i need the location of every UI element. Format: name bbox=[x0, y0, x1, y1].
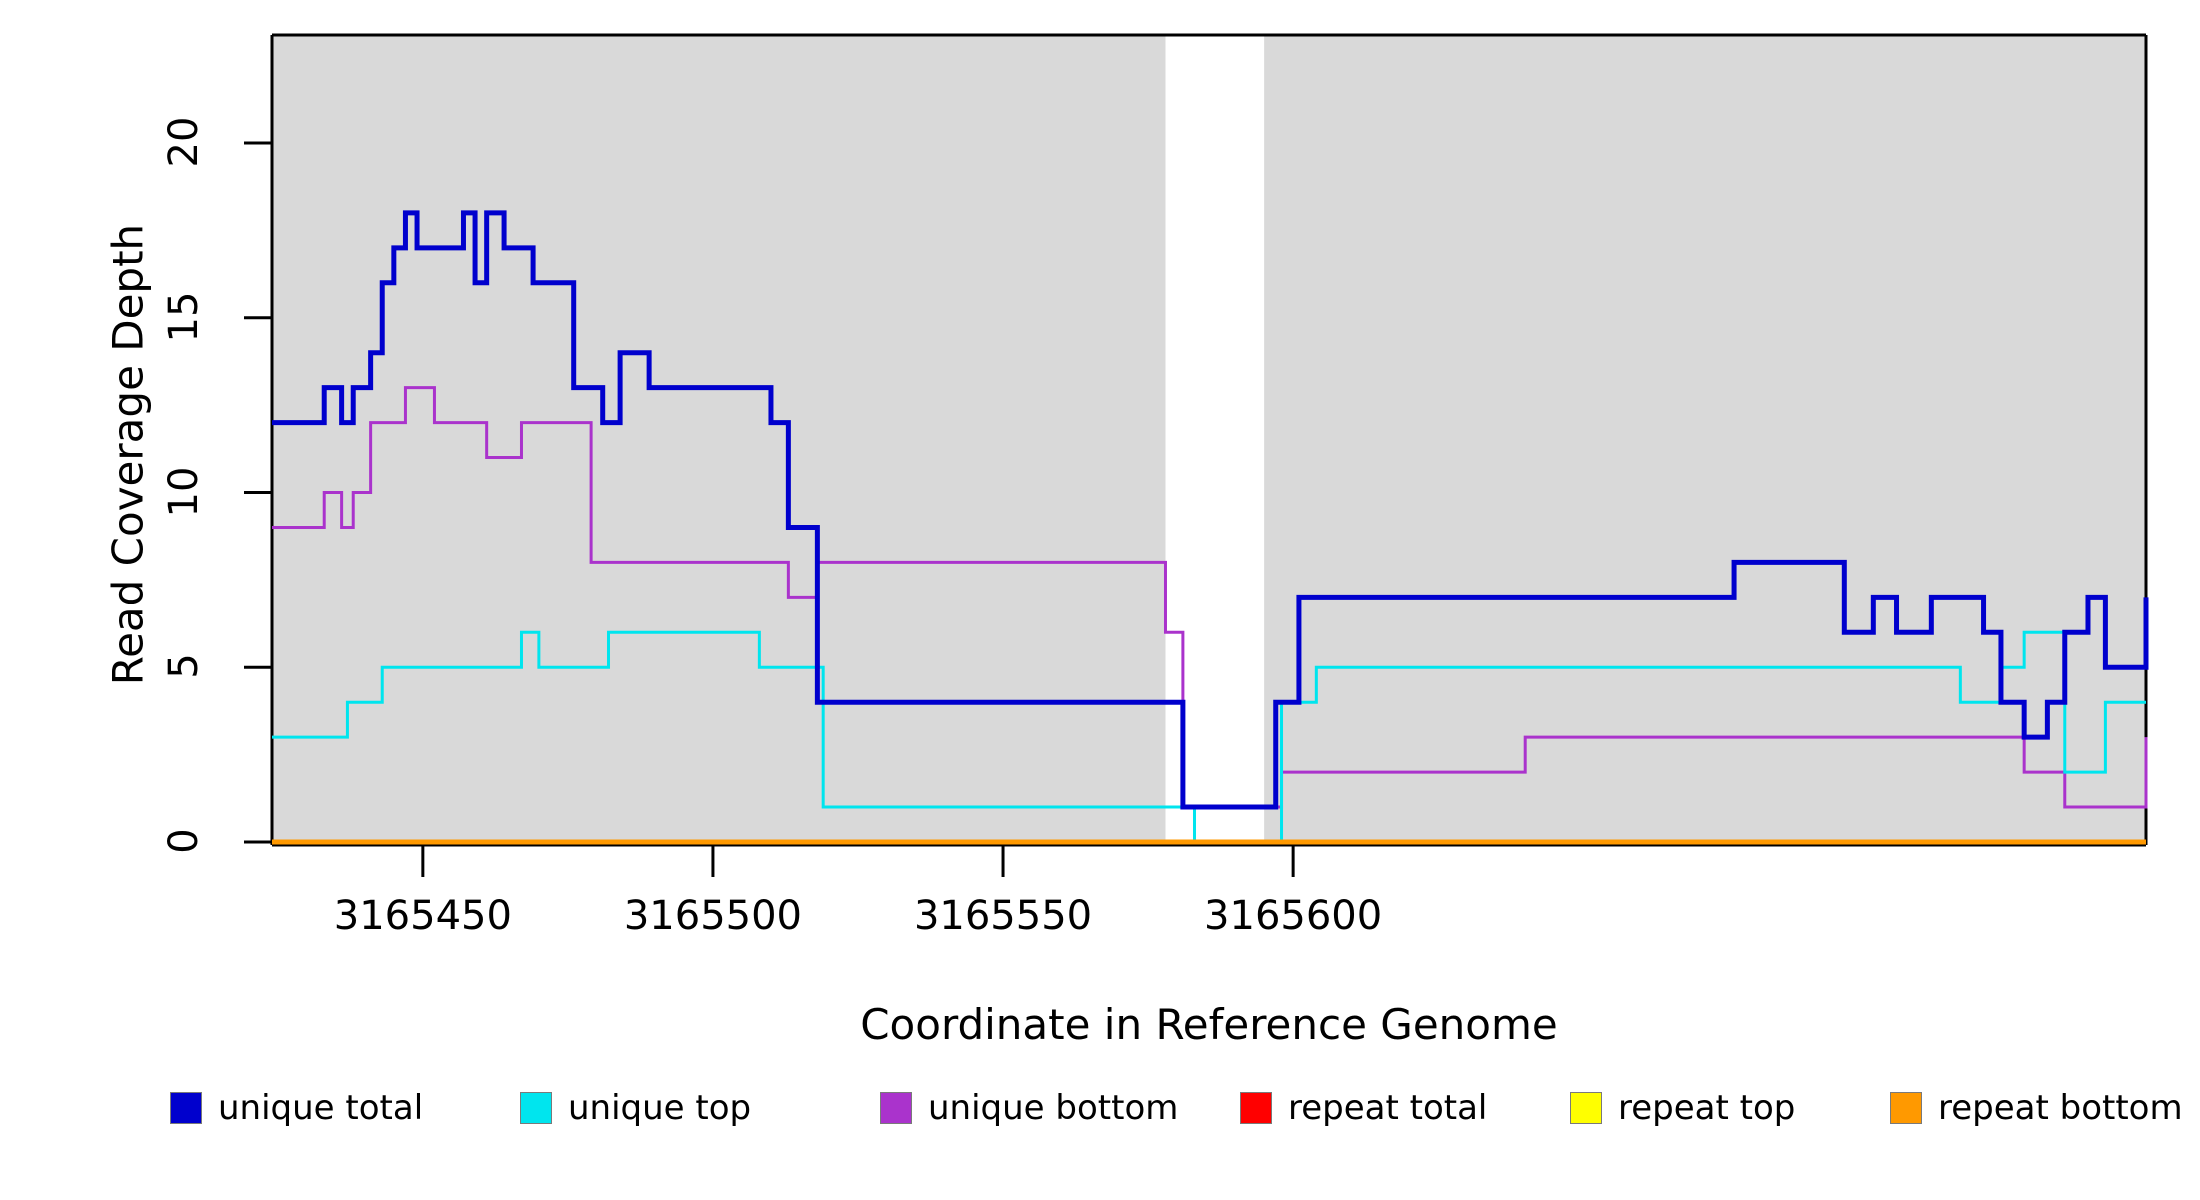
legend-swatch-icon bbox=[1570, 1092, 1602, 1124]
legend-swatch-icon bbox=[170, 1092, 202, 1124]
legend-label: repeat total bbox=[1288, 1088, 1488, 1128]
legend-swatch-icon bbox=[520, 1092, 552, 1124]
x-tick-label: 3165500 bbox=[623, 893, 803, 939]
legend-item-unique-top[interactable]: unique top bbox=[520, 1085, 751, 1131]
legend-item-repeat-top[interactable]: repeat top bbox=[1570, 1085, 1795, 1131]
gap-region-band bbox=[1165, 35, 1265, 845]
legend-swatch-icon bbox=[1890, 1092, 1922, 1124]
legend-label: unique total bbox=[218, 1088, 424, 1128]
y-tick-label: 10 bbox=[161, 466, 207, 517]
legend-item-unique-total[interactable]: unique total bbox=[170, 1085, 423, 1131]
y-tick-label: 0 bbox=[161, 828, 207, 854]
chart-legend: unique total unique top unique bottom repea… bbox=[0, 1085, 2200, 1145]
series-line-unique-bottom bbox=[272, 386, 2148, 809]
y-tick-label: 15 bbox=[161, 291, 207, 343]
legend-label: repeat top bbox=[1618, 1088, 1796, 1128]
legend-swatch-icon bbox=[880, 1092, 912, 1124]
y-axis-title: Read Coverage Depth bbox=[103, 223, 153, 686]
x-tick-label: 3165600 bbox=[1204, 893, 1383, 939]
legend-label: repeat bottom bbox=[1938, 1088, 2183, 1128]
legend-label: unique bottom bbox=[928, 1088, 1179, 1128]
y-tick-label: 20 bbox=[161, 116, 207, 168]
series-line-unique-total bbox=[272, 210, 2149, 810]
y-tick-label: 5 bbox=[161, 653, 207, 679]
x-axis-title: Coordinate in Reference Genome bbox=[860, 1000, 1558, 1049]
legend-swatch-icon bbox=[1240, 1092, 1272, 1124]
legend-item-repeat-bottom[interactable]: repeat bottom bbox=[1890, 1085, 2183, 1131]
legend-item-repeat-total[interactable]: repeat total bbox=[1240, 1085, 1487, 1131]
x-tick-label: 3165550 bbox=[913, 893, 1093, 939]
legend-item-unique-bottom[interactable]: unique bottom bbox=[880, 1085, 1178, 1131]
legend-label: unique top bbox=[568, 1088, 752, 1128]
x-tick-label: 3165450 bbox=[333, 893, 512, 939]
